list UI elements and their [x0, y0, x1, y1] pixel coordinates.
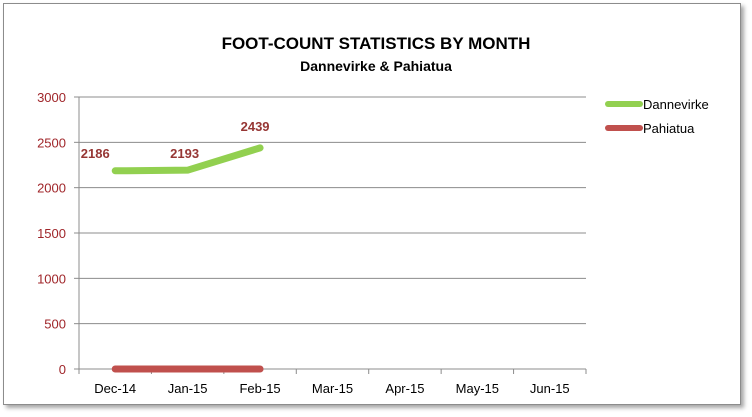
chart-frame: FOOT-COUNT STATISTICS BY MONTH Dannevirk…	[3, 3, 741, 405]
data-label: 2186	[81, 146, 110, 161]
data-label: 2193	[170, 146, 199, 161]
y-tick-label: 2500	[37, 135, 66, 150]
x-axis-ticks: Dec-14 Jan-15 Feb-15 Mar-15 Apr-15 May-15 Jun-…	[94, 381, 569, 396]
legend-label-pahiatua: Pahiatua	[643, 121, 695, 136]
legend: Dannevirke Pahiatua	[605, 97, 709, 136]
x-tick-label: Dec-14	[94, 381, 136, 396]
x-tick-label: May-15	[456, 381, 499, 396]
data-label: 2439	[241, 119, 270, 134]
chart-svg: FOOT-COUNT STATISTICS BY MONTH Dannevirk…	[37, 34, 709, 396]
axes	[74, 96, 587, 374]
chart-title: FOOT-COUNT STATISTICS BY MONTH	[222, 34, 531, 53]
y-tick-label: 0	[59, 362, 66, 377]
y-axis-ticks: 0 500 1000 1500 2000 2500 3000	[37, 90, 66, 377]
x-tick-label: Jun-15	[530, 381, 570, 396]
y-tick-label: 3000	[37, 90, 66, 105]
chart-subtitle: Dannevirke & Pahiatua	[300, 58, 452, 74]
y-tick-label: 1000	[37, 271, 66, 286]
x-tick-label: Feb-15	[239, 381, 280, 396]
x-tick-label: Mar-15	[312, 381, 353, 396]
legend-label-dannevirke: Dannevirke	[643, 97, 709, 112]
y-tick-label: 1500	[37, 226, 66, 241]
gridlines	[79, 96, 586, 325]
data-labels: 2186 2193 2439	[81, 119, 270, 161]
series-line-dannevirke	[111, 144, 264, 175]
series-lines	[111, 144, 264, 373]
x-tick-label: Jan-15	[168, 381, 208, 396]
y-tick-label: 2000	[37, 181, 66, 196]
x-tick-label: Apr-15	[385, 381, 424, 396]
y-tick-label: 500	[44, 317, 66, 332]
